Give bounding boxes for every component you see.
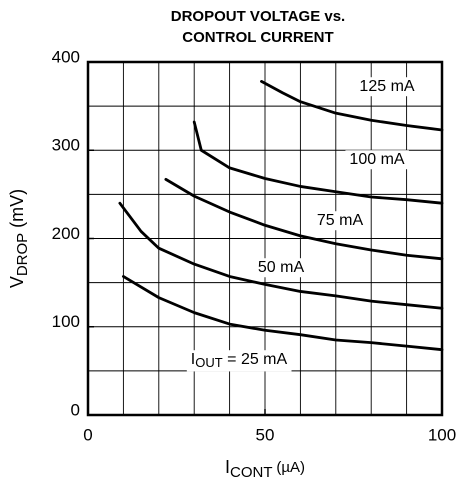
label-bg: [355, 77, 419, 97]
series-label: 100 mA: [349, 151, 404, 168]
label-main: I: [225, 457, 230, 477]
label-sub: CONT: [230, 464, 272, 481]
y-tick-label: 300: [52, 136, 80, 155]
label-name: 125 mA: [359, 78, 414, 95]
label-rest: (mV): [7, 189, 27, 233]
y-tick-label: 100: [52, 312, 80, 331]
label-name: 100 mA: [349, 151, 404, 168]
label-bg: [253, 258, 309, 278]
chart-title: DROPOUT VOLTAGE vs.: [171, 8, 345, 25]
series-label: 75 mA: [317, 212, 364, 229]
label-name: 25 mA: [241, 351, 288, 368]
label-bg: [312, 211, 368, 231]
label-main: I: [191, 351, 195, 368]
x-tick-label: 100: [428, 425, 456, 444]
x-tick-label: 50: [256, 425, 275, 444]
label-main: V: [7, 276, 27, 288]
label-bg: [345, 150, 409, 170]
label-name: 50 mA: [258, 259, 305, 276]
label-rest: (µA): [272, 459, 305, 476]
chart-title: CONTROL CURRENT: [182, 29, 333, 46]
y-tick-label: 200: [52, 224, 80, 243]
series-label: 125 mA: [359, 78, 414, 95]
label-bg: [186, 350, 292, 372]
curve: [192, 120, 444, 205]
x-axis-label: ICONT (µA): [225, 457, 305, 481]
y-tick-label: 400: [52, 47, 80, 66]
curve: [164, 177, 444, 261]
curve: [260, 80, 444, 132]
label-name: 75 mA: [317, 212, 364, 229]
y-axis-label: VDROP (mV): [7, 189, 31, 288]
label-sub: DROP: [14, 233, 31, 276]
series-label: IOUT = 25 mA: [191, 351, 288, 370]
curve: [118, 201, 444, 310]
label-rest: =: [223, 351, 241, 368]
series-label: 50 mA: [258, 259, 305, 276]
curve: [122, 275, 444, 352]
y-tick-label: 0: [71, 400, 80, 419]
x-tick-label: 0: [83, 425, 92, 444]
plot-frame: [86, 60, 444, 417]
label-sub: OUT: [195, 355, 223, 370]
